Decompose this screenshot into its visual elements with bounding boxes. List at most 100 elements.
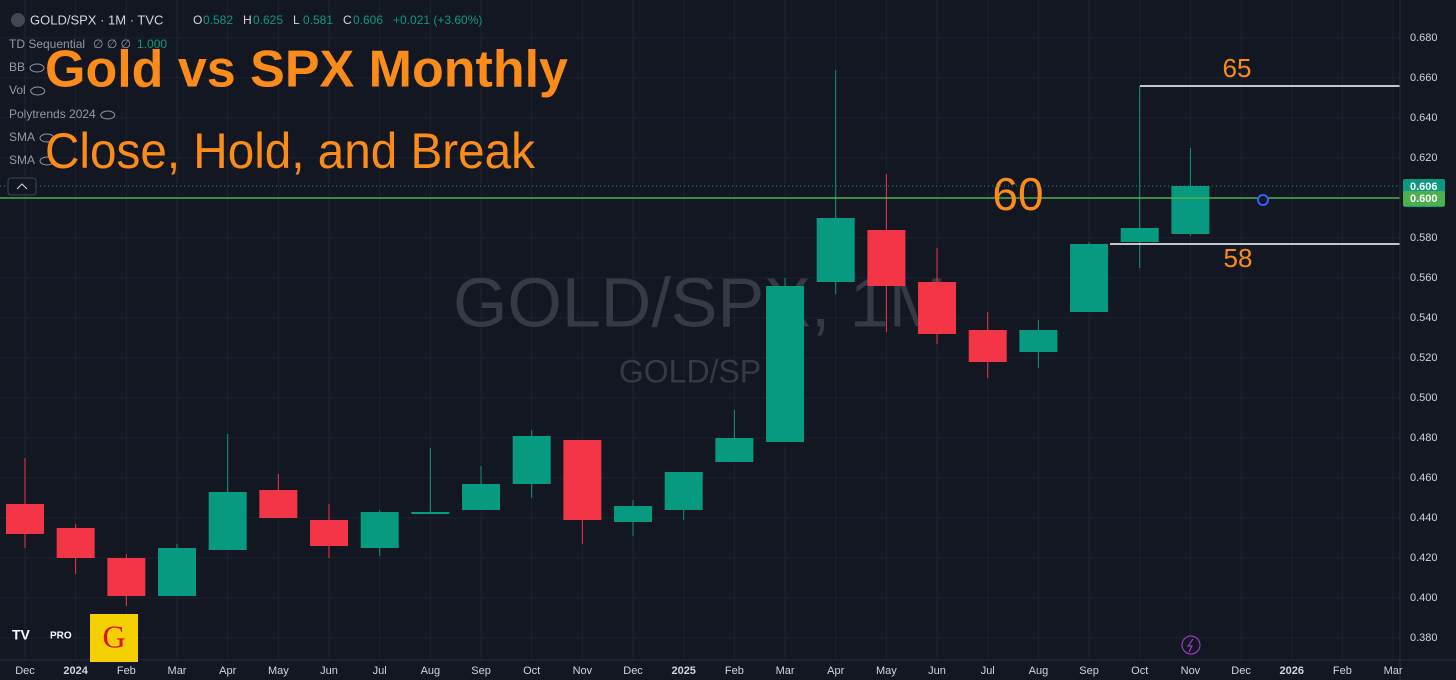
title: Gold vs SPX Monthly [45, 41, 568, 99]
symbol-icon [11, 13, 25, 27]
x-tick-label: Oct [523, 665, 540, 677]
candle-body [208, 492, 247, 550]
x-tick-label: Dec [1231, 665, 1251, 677]
pro-badge: PRO [50, 631, 72, 642]
candle-body [310, 520, 349, 546]
y-tick-label: 0.620 [1410, 152, 1438, 164]
x-tick-label: Apr [827, 665, 844, 677]
x-tick-label: Jun [320, 665, 338, 677]
ohlc: O 0.582 H 0.625 L 0.581 C 0.606 +0.021 (+3.60%) [193, 13, 482, 27]
eye-icon[interactable] [39, 156, 55, 166]
ohlc-value: 0.582 [203, 13, 233, 27]
gold-badge-text: G [102, 618, 125, 654]
candle-body [411, 512, 450, 514]
x-tick-label: Aug [1029, 665, 1049, 677]
indicator-name: SMA [9, 130, 35, 144]
x-tick-label: Aug [421, 665, 441, 677]
candle-body [1171, 186, 1210, 234]
symbol[interactable]: GOLD/SPX · 1M · TVC [30, 12, 163, 27]
eye-icon[interactable] [100, 110, 116, 120]
x-tick-label: Feb [1333, 665, 1352, 677]
candle-body [6, 504, 44, 534]
y-tick-label: 0.520 [1410, 352, 1438, 364]
x-tick-label: Dec [623, 665, 643, 677]
candle-body [918, 282, 957, 334]
level-label: 65 [1223, 53, 1252, 83]
candle-body [360, 512, 399, 548]
ohlc-key: L [293, 13, 300, 27]
lightning [1187, 638, 1194, 653]
x-tick-label: Jul [981, 665, 995, 677]
candle-body [1120, 228, 1159, 242]
indicator-name: Polytrends 2024 [9, 107, 96, 121]
level-label: 58 [1224, 243, 1253, 273]
x-tick-label: Mar [168, 665, 187, 677]
price-tag-label: 0.600 [1410, 193, 1438, 205]
x-tick-label: Sep [471, 665, 491, 677]
y-tick-label: 0.460 [1410, 472, 1438, 484]
indicator-name: TD Sequential [9, 37, 85, 51]
candle-body [664, 472, 703, 510]
y-tick-label: 0.540 [1410, 312, 1438, 324]
y-tick-label: 0.480 [1410, 432, 1438, 444]
candle-body [1070, 244, 1109, 312]
x-tick-label: Feb [117, 665, 136, 677]
indicator-name: BB [9, 60, 25, 74]
candle-body [259, 490, 298, 518]
x-tick-label: Nov [573, 665, 593, 677]
candle-body [766, 286, 805, 442]
x-tick-label: Oct [1131, 665, 1148, 677]
x-tick-label: May [876, 665, 897, 677]
ohlc-key: C [343, 13, 352, 27]
indicator-name: Vol [9, 83, 26, 97]
y-tick-label: 0.660 [1410, 72, 1438, 84]
x-tick-label: 2024 [63, 665, 88, 677]
gold-badge [90, 614, 138, 662]
x-tick-label: 2025 [671, 665, 695, 677]
tv-logo: TV [12, 627, 31, 643]
x-tick-label: May [268, 665, 289, 677]
y-tick-label: 0.440 [1410, 512, 1438, 524]
candle-body [56, 528, 95, 558]
subtitle: Close, Hold, and Break [45, 123, 536, 179]
y-tick-label: 0.380 [1410, 632, 1438, 644]
ohlc-value: 0.606 [353, 13, 383, 27]
eye-icon[interactable] [39, 133, 55, 143]
collapse-icon [16, 183, 28, 190]
candle-body [1019, 330, 1058, 352]
x-tick-label: Dec [15, 665, 35, 677]
candle-body [968, 330, 1007, 362]
eye-icon[interactable] [29, 63, 45, 73]
y-tick-label: 0.580 [1410, 232, 1438, 244]
y-tick-label: 0.560 [1410, 272, 1438, 284]
ohlc-value: 0.625 [253, 13, 283, 27]
watermark: GOLD/SPX, 1M [453, 263, 947, 341]
candle-body [158, 548, 197, 596]
indicator-name: SMA [9, 153, 35, 167]
y-tick-label: 0.500 [1410, 392, 1438, 404]
y-tick-label: 0.400 [1410, 592, 1438, 604]
price-tag-label: 0.606 [1410, 181, 1438, 193]
candle-body [107, 558, 146, 596]
x-tick-label: Apr [219, 665, 236, 677]
indicators: TD Sequential ∅ ∅ ∅ 1.000 BB Vol Polytrends 2… [9, 37, 167, 167]
candle-body [614, 506, 653, 522]
collapse-button[interactable] [7, 177, 37, 196]
y-tick-label: 0.640 [1410, 112, 1438, 124]
y-tick-label: 0.420 [1410, 552, 1438, 564]
candle-body [512, 436, 551, 484]
indicator-value: 1.000 [137, 37, 167, 51]
x-tick-label: Sep [1079, 665, 1099, 677]
watermark-sub: GOLD/SP [619, 353, 761, 389]
ohlc-key: H [243, 13, 252, 27]
lightning-icon[interactable] [1181, 635, 1201, 655]
cursor-point[interactable] [1257, 194, 1269, 206]
axes: 0.380 0.400 0.420 0.440 0.460 0.480 0.500 0.520… [15, 32, 1445, 677]
ohlc-value: 0.581 [303, 13, 333, 27]
eye-icon[interactable] [30, 86, 46, 96]
level-label: 60 [992, 168, 1043, 220]
x-tick-label: Nov [1181, 665, 1201, 677]
x-tick-label: Mar [1384, 665, 1403, 677]
